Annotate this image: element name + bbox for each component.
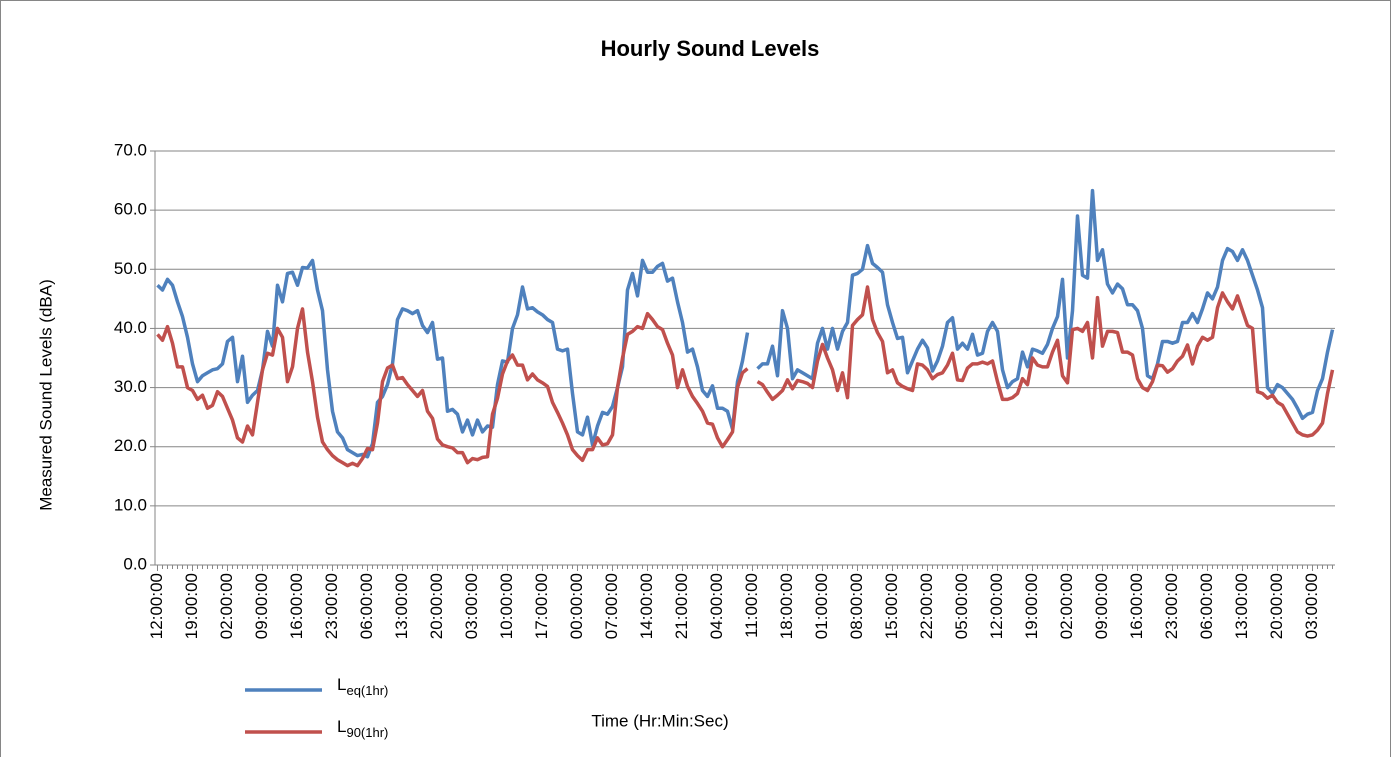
x-tick-label: 07:00:00	[602, 573, 621, 639]
legend-label: Leq(1hr)	[337, 675, 388, 698]
x-tick-label: 01:00:00	[812, 573, 831, 639]
chart-title: Hourly Sound Levels	[601, 36, 820, 61]
x-tick-label: 17:00:00	[532, 573, 551, 639]
y-tick-label: 70.0	[114, 140, 147, 159]
x-tick-label: 10:00:00	[497, 573, 516, 639]
x-tick-label: 09:00:00	[252, 573, 271, 639]
x-tick-label: 20:00:00	[427, 573, 446, 639]
x-tick-label: 22:00:00	[917, 573, 936, 639]
y-tick-label: 20.0	[114, 436, 147, 455]
y-tick-label: 40.0	[114, 318, 147, 337]
x-tick-label: 03:00:00	[462, 573, 481, 639]
y-tick-label: 50.0	[114, 259, 147, 278]
legend-label: L90(1hr)	[337, 717, 388, 740]
y-tick-label: 60.0	[114, 200, 147, 219]
x-tick-label: 15:00:00	[882, 573, 901, 639]
x-tick-label: 13:00:00	[1232, 573, 1251, 639]
x-tick-label: 14:00:00	[637, 573, 656, 639]
x-tick-label: 06:00:00	[1197, 573, 1216, 639]
series-line	[156, 285, 1335, 468]
x-tick-label: 11:00:00	[742, 573, 761, 638]
x-tick-label: 12:00:00	[147, 573, 166, 639]
x-tick-label: 09:00:00	[1092, 573, 1111, 639]
x-tick-label: 20:00:00	[1267, 573, 1286, 639]
x-tick-label: 16:00:00	[287, 573, 306, 639]
y-tick-label: 10.0	[114, 495, 147, 514]
x-tick-label: 18:00:00	[777, 573, 796, 639]
x-tick-label: 13:00:00	[392, 573, 411, 639]
x-tick-label: 23:00:00	[1162, 573, 1181, 639]
x-tick-label: 19:00:00	[1022, 573, 1041, 639]
series-line	[156, 188, 1335, 459]
x-tick-label: 12:00:00	[987, 573, 1006, 639]
y-tick-label: 0.0	[123, 554, 147, 573]
x-axis-label: Time (Hr:Min:Sec)	[591, 711, 728, 730]
x-tick-label: 02:00:00	[1057, 573, 1076, 639]
x-tick-label: 23:00:00	[322, 573, 341, 639]
x-tick-label: 04:00:00	[707, 573, 726, 639]
x-tick-label: 16:00:00	[1127, 573, 1146, 639]
x-tick-label: 08:00:00	[847, 573, 866, 639]
x-tick-label: 00:00:00	[567, 573, 586, 639]
x-tick-label: 03:00:00	[1302, 573, 1321, 639]
x-tick-label: 21:00:00	[672, 573, 691, 639]
y-axis-label: Measured Sound Levels (dBA)	[36, 279, 55, 511]
x-tick-label: 19:00:00	[182, 573, 201, 639]
x-tick-label: 05:00:00	[952, 573, 971, 639]
x-tick-label: 02:00:00	[217, 573, 236, 639]
x-tick-label: 06:00:00	[357, 573, 376, 639]
y-tick-label: 30.0	[114, 377, 147, 396]
